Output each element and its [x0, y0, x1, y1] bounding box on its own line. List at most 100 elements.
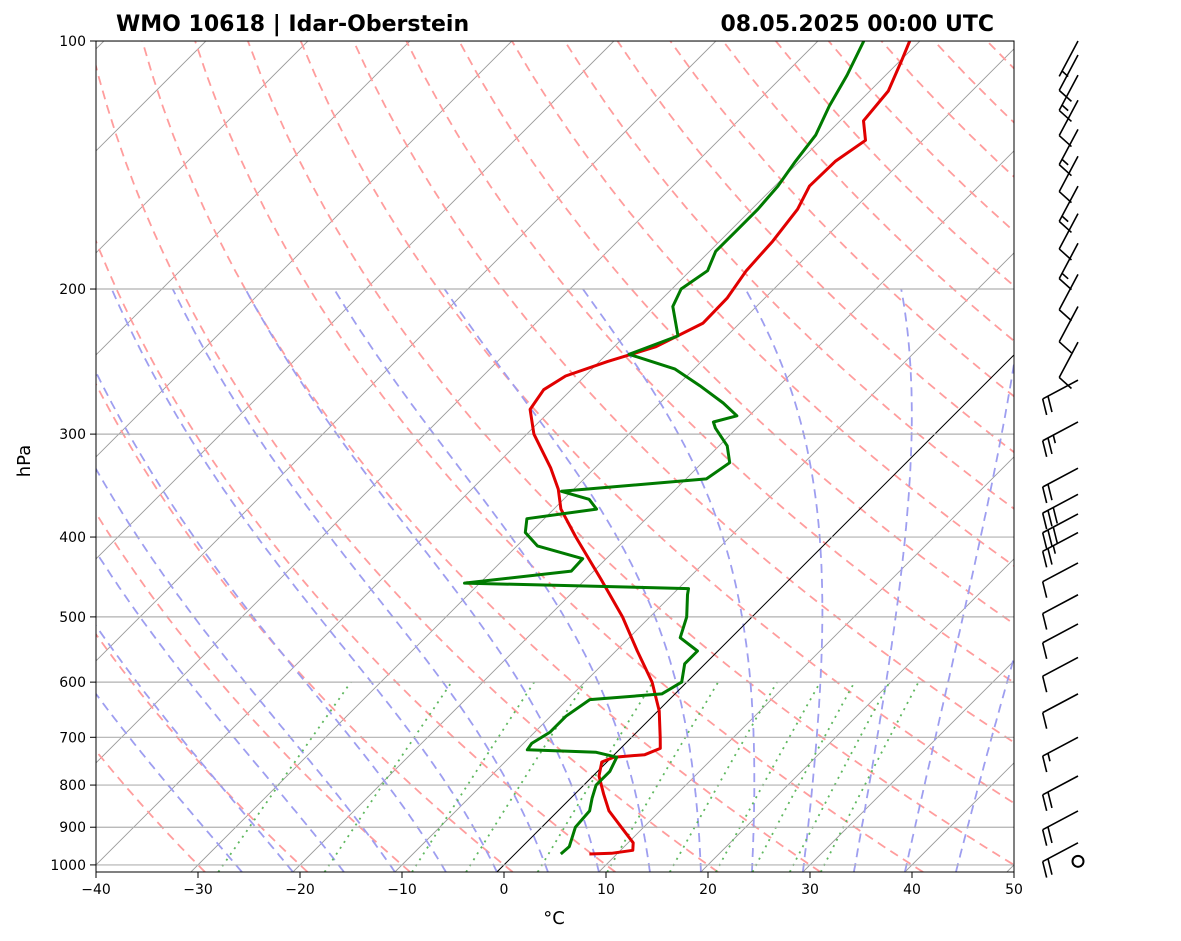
- y-tick-label: 500: [59, 610, 86, 626]
- sounding-profiles: [463, 41, 912, 856]
- y-tick-label: 900: [59, 820, 86, 836]
- wind-barb: [1041, 421, 1079, 457]
- y-tick-label: 700: [59, 730, 86, 746]
- wind-barb: [1041, 623, 1079, 659]
- x-tick-label: −30: [183, 882, 213, 898]
- y-axis-label: hPa: [14, 445, 35, 477]
- x-tick-label: 30: [801, 882, 819, 898]
- wind-barb: [1058, 54, 1079, 102]
- wind-barb: [1041, 493, 1079, 530]
- y-tick-label: 1000: [50, 858, 86, 874]
- dry-adiabat: [194, 41, 924, 872]
- x-axis-label: °C: [543, 908, 565, 929]
- moist-adiabat: [96, 370, 447, 872]
- moist-adiabat: [333, 288, 651, 872]
- x-tick-label: 0: [500, 882, 509, 898]
- dry-adiabat: [96, 62, 719, 872]
- x-tick-label: −10: [387, 882, 417, 898]
- wind-barb: [1041, 810, 1079, 846]
- isotherm-line: [700, 558, 1014, 872]
- moist-adiabat: [904, 358, 1014, 872]
- isotherm-line: [190, 48, 1014, 872]
- dry-adiabat: [616, 41, 1014, 454]
- y-tick-label: 100: [59, 34, 86, 50]
- mixing-ratio-line: [788, 681, 891, 872]
- dry-adiabat: [96, 511, 411, 872]
- dry-adiabat: [96, 632, 309, 872]
- plot-frame: [95, 40, 1015, 873]
- isotherm-line: [598, 456, 1014, 872]
- mixing-ratio-line: [819, 681, 920, 872]
- dry-adiabat: [96, 382, 514, 872]
- moist-adiabat: [96, 692, 243, 872]
- wind-barb: [1058, 74, 1079, 123]
- y-tick-label: 300: [59, 427, 86, 443]
- wind-barb: [1041, 467, 1079, 504]
- mixing-ratio-line: [751, 681, 856, 872]
- dry-adiabat: [96, 238, 616, 872]
- dry-adiabat: [141, 41, 822, 872]
- wind-barbs: [1041, 40, 1085, 878]
- x-tick-label: 20: [699, 882, 717, 898]
- mixing-ratio-line: [669, 681, 778, 872]
- chart-title-left: WMO 10618 | Idar-Oberstein: [116, 12, 469, 37]
- moist-adiabat: [582, 288, 756, 872]
- dry-adiabat: [669, 41, 1014, 398]
- y-tick-label: 600: [59, 675, 86, 691]
- mixing-ratio-line: [536, 681, 654, 872]
- moist-adiabat: [744, 288, 824, 872]
- zero-isotherm: [496, 354, 1014, 872]
- dry-adiabat: [247, 41, 1014, 866]
- dry-adiabat: [405, 41, 1014, 684]
- moist-adiabat: [955, 654, 1014, 872]
- moist-adiabat: [244, 288, 600, 872]
- x-axis-ticks: −40 −30 −20 −10 0 10 20 30 40 50: [81, 872, 1023, 898]
- dry-adiabat: [299, 41, 1014, 805]
- wind-barb: [1041, 842, 1079, 878]
- isotherm-line: [292, 150, 1014, 872]
- background-lines: [96, 41, 1014, 872]
- mixing-ratio-line: [606, 681, 719, 872]
- isotherm-line: [96, 41, 309, 254]
- isotherm-line: [96, 41, 717, 662]
- wind-barb: [1041, 513, 1079, 549]
- moist-adiabat: [96, 624, 294, 872]
- wind-barb: [1041, 562, 1079, 598]
- y-axis-ticks: 1000 900 800 700 600 500 400 300 200 100: [50, 34, 96, 874]
- x-tick-label: 10: [597, 882, 615, 898]
- moist-adiabat: [171, 288, 549, 872]
- isotherm-line: [96, 41, 615, 560]
- x-tick-label: −40: [81, 882, 111, 898]
- moist-adiabat: [443, 288, 702, 872]
- x-tick-label: −20: [285, 882, 315, 898]
- y-tick-label: 800: [59, 778, 86, 794]
- wind-barb: [1058, 274, 1079, 322]
- y-tick-label: 200: [59, 282, 86, 298]
- pressure-gridlines: [96, 41, 1014, 866]
- wind-barb: [1058, 306, 1079, 354]
- wind-barb: [1058, 242, 1079, 291]
- mixing-ratio-line: [217, 681, 352, 872]
- moist-adiabat: [96, 467, 396, 872]
- temperature-profile: [528, 41, 912, 856]
- wind-barb: [1041, 693, 1079, 729]
- x-tick-label: 50: [1005, 882, 1023, 898]
- wind-barb: [1071, 854, 1085, 868]
- mixing-ratio-line: [465, 681, 587, 872]
- mixing-ratio-line: [715, 681, 821, 872]
- wind-barb: [1041, 775, 1079, 811]
- y-tick-label: 400: [59, 530, 86, 546]
- mixing-ratio-line: [323, 681, 453, 872]
- wind-barb: [1041, 656, 1079, 693]
- wind-barb: [1041, 379, 1079, 416]
- wind-barb: [1058, 341, 1079, 390]
- wind-barb: [1041, 531, 1079, 568]
- dry-adiabat: [96, 749, 206, 872]
- moist-adiabat: [110, 288, 498, 872]
- moist-adiabat: [96, 550, 345, 872]
- x-tick-label: 40: [903, 882, 921, 898]
- wind-barb: [1041, 736, 1079, 773]
- moist-adiabat: [853, 288, 913, 872]
- chart-title-right: 08.05.2025 00:00 UTC: [720, 12, 994, 37]
